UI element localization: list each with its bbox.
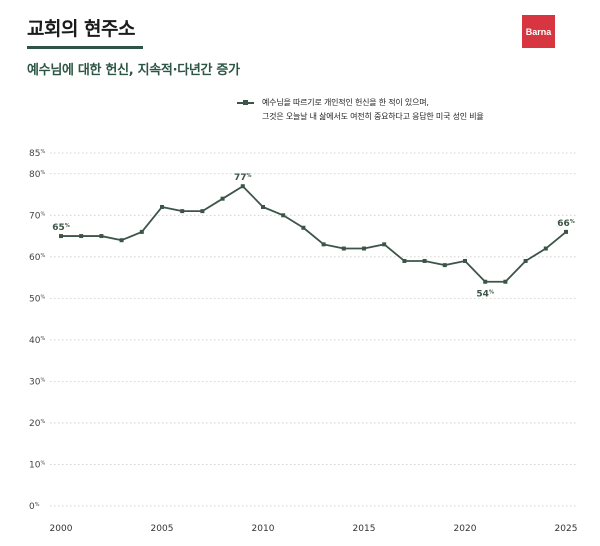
- y-tick-label: 70%: [29, 211, 45, 221]
- y-tick-label: 20%: [29, 419, 45, 429]
- data-point: [79, 234, 84, 239]
- data-point: [200, 209, 205, 214]
- data-point: [543, 246, 548, 251]
- data-point: [301, 225, 306, 230]
- y-tick-label: 60%: [29, 253, 45, 263]
- x-tick-label: 2020: [454, 524, 477, 534]
- x-tick-label: 2025: [555, 524, 578, 534]
- data-point: [422, 258, 427, 263]
- data-point: [523, 258, 528, 263]
- data-point: [240, 184, 245, 189]
- page-title: 교회의 현주소: [27, 18, 136, 40]
- data-point: [139, 229, 144, 234]
- data-point: [261, 204, 265, 209]
- data-point: [220, 196, 225, 201]
- data-point: [503, 279, 508, 284]
- data-point: [564, 229, 568, 234]
- legend-text-line-2: 그것은 오늘날 내 삶에서도 여전히 중요하다고 응답한 미국 성인 비율: [262, 112, 484, 121]
- x-tick-label: 2000: [50, 524, 73, 534]
- data-label: 54%: [476, 290, 494, 300]
- data-point: [321, 242, 326, 247]
- data-label: 66%: [557, 219, 575, 229]
- x-tick-label: 2010: [252, 524, 275, 534]
- data-point: [382, 242, 387, 247]
- y-tick-label: 30%: [29, 377, 45, 387]
- data-point: [119, 238, 124, 243]
- data-point: [99, 234, 104, 239]
- data-point: [362, 246, 366, 251]
- title-underline: [27, 46, 143, 49]
- data-point: [483, 279, 488, 284]
- data-point: [160, 204, 164, 209]
- y-tick-label: 10%: [29, 460, 45, 470]
- y-tick-label: 80%: [29, 170, 45, 180]
- data-label: 77%: [234, 173, 252, 183]
- x-tick-label: 2015: [353, 524, 376, 534]
- data-point: [180, 209, 185, 214]
- y-tick-label: 50%: [29, 294, 45, 304]
- data-point: [442, 263, 447, 268]
- data-point: [281, 213, 286, 218]
- x-tick-label: 2005: [151, 524, 174, 534]
- data-label: 65%: [52, 223, 70, 233]
- y-tick-label: 0%: [29, 502, 40, 512]
- legend-text-line-1: 예수님을 따르기로 개인적인 헌신을 한 적이 있으며,: [262, 98, 429, 107]
- data-point: [59, 234, 63, 239]
- chart-subtitle: 예수님에 대한 헌신, 지속적·다년간 증가: [27, 63, 240, 78]
- data-point: [463, 258, 467, 263]
- y-tick-label: 85%: [29, 149, 45, 159]
- barna-logo: Barna: [522, 15, 555, 48]
- legend-line-marker-icon: [237, 100, 254, 105]
- y-tick-label: 40%: [29, 336, 45, 346]
- data-point: [341, 246, 346, 251]
- series-line: [61, 185, 567, 283]
- data-point: [402, 258, 407, 263]
